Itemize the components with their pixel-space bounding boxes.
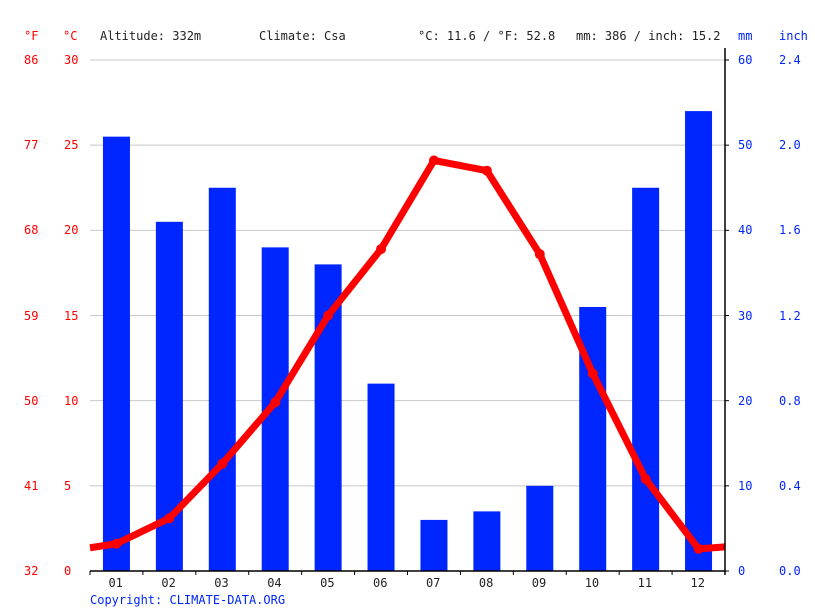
month-label: 06 (373, 576, 388, 590)
month-label: 01 (108, 576, 123, 590)
inch-tick-label: 1.6 (779, 223, 801, 238)
temperature-point (323, 310, 334, 321)
temperature-point (428, 155, 439, 166)
fahrenheit-tick-label: 86 (24, 53, 39, 67)
celsius-tick-label: 30 (64, 53, 79, 67)
celsius-unit-label: °C (63, 29, 78, 43)
precipitation-bar (420, 519, 448, 571)
mm-tick-label: 40 (738, 223, 753, 238)
temperature-point (217, 458, 228, 469)
celsius-tick-label: 15 (64, 308, 79, 323)
temperature-point (164, 513, 175, 524)
celsius-tick-label: 25 (64, 138, 79, 153)
month-label: 11 (637, 576, 653, 590)
temperature-point (111, 538, 122, 549)
celsius-tick-label: 20 (64, 223, 79, 238)
inch-tick-label: 2.4 (779, 53, 801, 67)
precipitation-bar (102, 136, 130, 571)
celsius-tick-label: 10 (64, 393, 79, 408)
fahrenheit-tick-label: 32 (24, 564, 39, 578)
celsius-tick-label: 0 (64, 564, 72, 578)
month-label: 07 (425, 576, 441, 590)
precipitation-summary: mm: 386 / inch: 15.2 (576, 29, 721, 43)
inch-unit-label: inch (779, 29, 808, 43)
mm-tick-label: 30 (738, 308, 753, 323)
fahrenheit-tick-label: 41 (24, 478, 39, 493)
precipitation-bar (208, 187, 236, 571)
precipitation-bar (526, 485, 554, 571)
mm-unit-label: mm (738, 29, 753, 43)
mm-tick-label: 10 (738, 478, 753, 493)
temperature-point (481, 165, 492, 176)
copyright-link[interactable]: Copyright: CLIMATE-DATA.ORG (90, 593, 286, 607)
month-label: 04 (267, 576, 282, 590)
precipitation-bar (632, 187, 660, 571)
month-label: 09 (531, 576, 547, 590)
month-label: 12 (690, 576, 705, 590)
month-label: 10 (584, 576, 600, 590)
mm-tick-label: 0 (738, 564, 746, 578)
month-label: 02 (161, 576, 176, 590)
temperature-line (89, 156, 726, 553)
temperature-point (587, 368, 598, 379)
celsius-tick-label: 5 (64, 478, 72, 493)
temperature-point (693, 543, 704, 554)
fahrenheit-tick-label: 59 (24, 308, 39, 323)
precipitation-bar (685, 111, 713, 571)
fahrenheit-tick-label: 77 (24, 138, 39, 153)
temperature-point (376, 244, 387, 255)
inch-tick-label: 2.0 (779, 138, 801, 153)
climate-label: Climate: Csa (259, 29, 346, 43)
temperature-point (640, 474, 651, 485)
month-label: 03 (214, 576, 229, 590)
inch-tick-label: 1.2 (779, 308, 801, 323)
inch-tick-label: 0.4 (779, 478, 801, 493)
fahrenheit-unit-label: °F (24, 29, 39, 43)
temperature-point (270, 397, 281, 408)
inch-tick-label: 0.0 (779, 564, 801, 578)
fahrenheit-tick-label: 68 (24, 223, 39, 238)
altitude-label: Altitude: 332m (100, 29, 202, 43)
precipitation-bar (367, 383, 395, 571)
mm-tick-label: 20 (738, 393, 753, 408)
month-label: 05 (320, 576, 335, 590)
inch-tick-label: 0.8 (779, 393, 801, 408)
precipitation-bar (473, 511, 501, 571)
mm-tick-label: 60 (738, 53, 753, 67)
temperature-summary: °C: 11.6 / °F: 52.8 (418, 29, 556, 43)
month-label: 08 (478, 576, 494, 590)
mm-tick-label: 50 (738, 138, 753, 153)
fahrenheit-tick-label: 50 (24, 393, 39, 408)
temperature-point (534, 249, 545, 260)
